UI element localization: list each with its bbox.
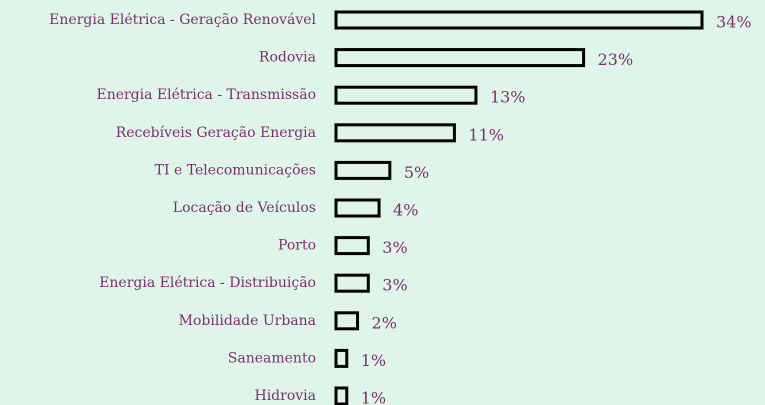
value-label: 23%: [598, 50, 634, 69]
value-label: 4%: [393, 201, 418, 220]
category-label: Saneamento: [228, 350, 316, 366]
category-label: Energia Elétrica - Geração Renovável: [49, 12, 316, 28]
bar: [334, 236, 370, 256]
value-label: 2%: [372, 313, 397, 332]
bar: [334, 10, 704, 30]
value-label: 13%: [490, 88, 526, 107]
value-label: 11%: [468, 125, 504, 144]
bar: [334, 48, 586, 68]
category-label: TI e Telecomunicações: [155, 162, 316, 178]
category-label: Recebíveis Geração Energia: [116, 125, 316, 141]
category-label: Energia Elétrica - Transmissão: [96, 87, 316, 103]
bar: [334, 386, 349, 405]
value-label: 5%: [404, 163, 429, 182]
bar: [334, 311, 360, 331]
category-label: Energia Elétrica - Distribuição: [99, 275, 316, 291]
category-label: Porto: [278, 238, 316, 254]
bar: [334, 123, 456, 143]
value-label: 3%: [382, 276, 407, 295]
category-label: Hidrovia: [254, 388, 316, 404]
value-label: 1%: [361, 351, 386, 370]
bar: [334, 198, 381, 218]
category-label: Rodovia: [259, 50, 316, 66]
bar: [334, 348, 349, 368]
category-label: Locação de Veículos: [173, 200, 316, 216]
bar: [334, 160, 392, 180]
bar: [334, 85, 478, 105]
category-label: Mobilidade Urbana: [179, 313, 316, 329]
value-label: 1%: [361, 389, 386, 405]
value-label: 3%: [382, 238, 407, 257]
bar: [334, 273, 370, 293]
value-label: 34%: [716, 13, 752, 32]
